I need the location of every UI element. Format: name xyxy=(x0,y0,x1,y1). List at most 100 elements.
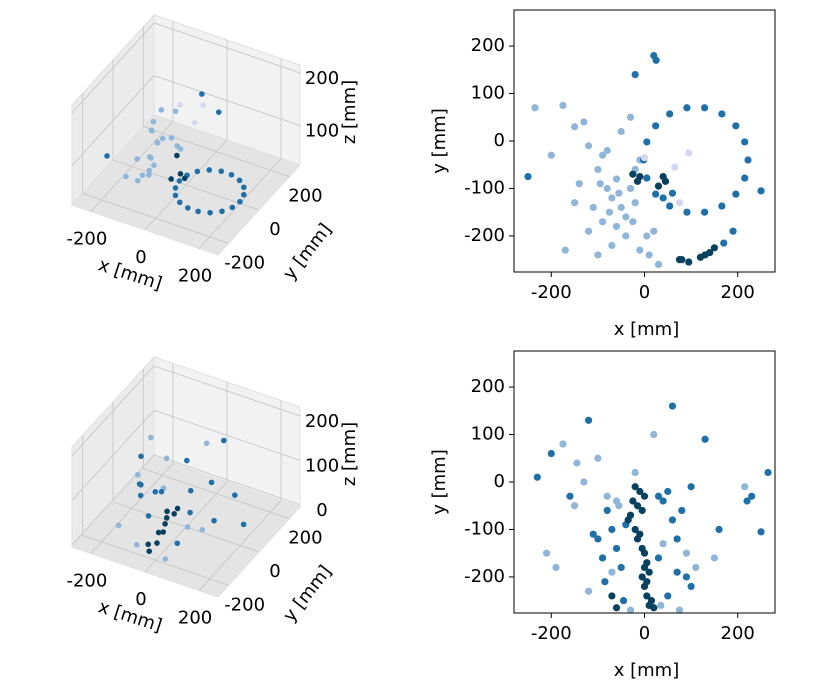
point xyxy=(638,506,646,515)
point xyxy=(154,139,160,145)
point xyxy=(643,578,651,586)
point xyxy=(673,568,681,576)
point xyxy=(584,227,593,235)
point xyxy=(570,123,579,131)
point xyxy=(570,199,579,207)
y-tick-label: 0 xyxy=(269,219,280,240)
point xyxy=(146,548,153,555)
point xyxy=(171,511,177,517)
x-tick-label: -200 xyxy=(66,228,107,249)
x-tick-label: -200 xyxy=(66,570,107,591)
point xyxy=(211,517,217,524)
point xyxy=(207,209,213,216)
point xyxy=(146,172,152,178)
point xyxy=(584,142,593,150)
point xyxy=(594,535,602,543)
point xyxy=(650,430,658,439)
point xyxy=(241,191,247,198)
point xyxy=(622,213,630,221)
grid-line xyxy=(143,468,290,520)
point xyxy=(687,582,695,591)
grid-line xyxy=(153,409,301,461)
point xyxy=(543,549,551,557)
z-tick-label: 200 xyxy=(305,68,339,89)
x-tick-label: 200 xyxy=(721,623,755,644)
point xyxy=(668,189,677,197)
point xyxy=(631,468,639,477)
point xyxy=(701,435,709,443)
point xyxy=(160,529,167,535)
grid-line xyxy=(112,159,260,211)
z-axis-label: z [mm] xyxy=(339,80,360,144)
point xyxy=(685,149,693,157)
point xyxy=(645,568,653,576)
y-axis-label: y [mm] xyxy=(429,108,450,174)
point xyxy=(603,146,611,155)
point xyxy=(603,184,611,193)
grid-line xyxy=(82,534,229,586)
point xyxy=(203,440,210,447)
point xyxy=(659,540,667,548)
point xyxy=(650,227,658,235)
x-tick-label: 0 xyxy=(135,247,146,268)
point xyxy=(629,497,637,505)
point xyxy=(685,258,693,266)
point xyxy=(138,453,144,460)
point xyxy=(654,182,663,190)
point xyxy=(640,154,649,162)
point xyxy=(643,138,651,146)
point xyxy=(757,528,765,536)
point xyxy=(172,192,179,199)
point xyxy=(624,516,632,524)
point xyxy=(612,544,621,553)
grid-line xyxy=(82,192,229,244)
point xyxy=(559,440,567,448)
point xyxy=(608,194,616,202)
z-axis-label: z [mm] xyxy=(339,422,360,486)
point xyxy=(215,109,222,115)
point xyxy=(748,492,756,500)
point xyxy=(659,497,667,505)
point xyxy=(195,208,201,215)
point xyxy=(136,481,143,487)
point xyxy=(657,601,665,610)
point xyxy=(570,502,579,510)
point xyxy=(608,525,616,534)
point xyxy=(617,563,625,572)
point xyxy=(115,522,122,529)
point xyxy=(184,524,191,530)
point xyxy=(666,110,674,118)
point xyxy=(154,540,160,546)
x-tick-label: 200 xyxy=(721,282,755,303)
point xyxy=(561,246,569,254)
grid-line xyxy=(71,75,155,166)
point xyxy=(608,568,616,576)
y-tick-label: 0 xyxy=(494,471,505,492)
point xyxy=(145,541,152,548)
point xyxy=(701,104,709,112)
point xyxy=(533,473,541,481)
point xyxy=(650,604,658,612)
grid-line xyxy=(71,410,155,501)
point xyxy=(710,244,719,252)
z-tick-label: 100 xyxy=(305,121,339,142)
point xyxy=(149,128,155,134)
y-tick-label: -200 xyxy=(464,566,505,587)
point xyxy=(629,170,637,178)
point xyxy=(594,165,602,174)
point xyxy=(566,492,574,500)
point xyxy=(617,127,625,136)
point xyxy=(552,563,560,572)
point xyxy=(652,190,660,198)
point xyxy=(673,535,681,543)
point xyxy=(612,497,621,505)
point xyxy=(682,573,691,581)
point xyxy=(668,402,677,410)
point xyxy=(172,108,179,115)
point xyxy=(643,232,651,240)
point xyxy=(580,118,588,126)
point xyxy=(158,488,165,495)
point xyxy=(617,203,625,212)
point xyxy=(654,554,663,562)
point xyxy=(232,492,238,498)
